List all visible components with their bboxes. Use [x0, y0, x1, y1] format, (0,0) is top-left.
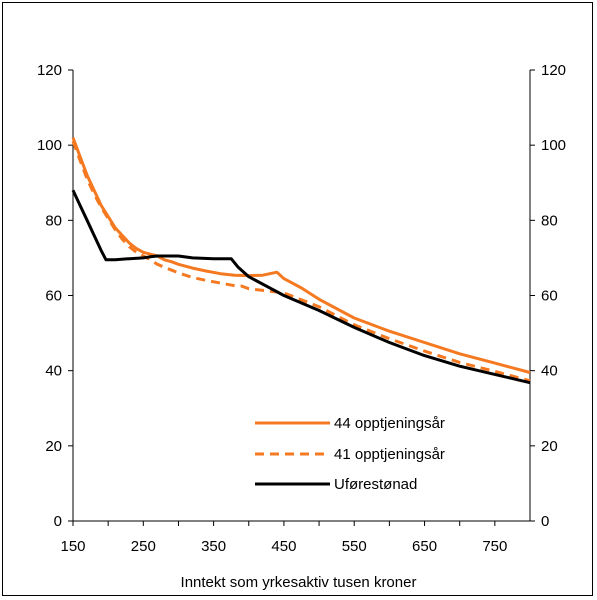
y-tick-label-right: 100	[541, 137, 566, 154]
y-tick-label-left: 20	[45, 438, 62, 455]
x-tick-label: 550	[342, 538, 367, 555]
y-tick-label-right: 0	[541, 513, 549, 530]
legend: 44 opptjeningsår 41 opptjeningsår Uførestø…	[255, 415, 445, 493]
x-tick-label: 650	[412, 538, 437, 555]
y-tick-label-left: 80	[45, 212, 62, 229]
y-tick-label-right: 20	[541, 438, 558, 455]
legend-label-1: 41 opptjeningsår	[334, 446, 445, 463]
x-tick-label: 250	[131, 538, 156, 555]
y-tick-label-left: 40	[45, 363, 62, 380]
series-lines	[71, 137, 531, 385]
x-tick-label: 350	[201, 538, 226, 555]
x-tick-label: 150	[60, 538, 85, 555]
y-tick-label-left: 120	[37, 62, 62, 79]
y-tick-label-right: 120	[541, 62, 566, 79]
y-tick-label-right: 60	[541, 288, 558, 305]
y-tick-label-right: 40	[541, 363, 558, 380]
legend-label-0: 44 opptjeningsår	[334, 415, 445, 432]
x-axis-label: Inntekt som yrkesaktiv tusen kroner	[180, 574, 417, 591]
series-line-2	[71, 189, 531, 385]
series-line-0	[71, 137, 531, 374]
series-line-1	[71, 140, 531, 383]
y-tick-label-left: 60	[45, 288, 62, 305]
y-tick-label-left: 0	[54, 513, 62, 530]
y-tick-label-right: 80	[541, 212, 558, 229]
axes: 0 0 20 20 40 40 60 60 80 80 100 100 120 120 150 250 350 4…	[37, 62, 566, 555]
x-tick-label: 750	[482, 538, 507, 555]
x-tick-label: 450	[271, 538, 296, 555]
y-tick-label-left: 100	[37, 137, 62, 154]
legend-label-2: Uførestønad	[334, 476, 417, 493]
